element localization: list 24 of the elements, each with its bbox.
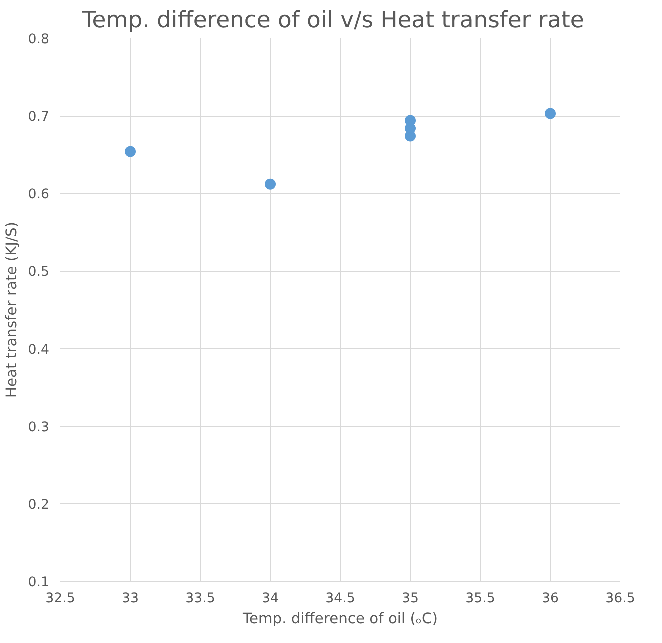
x-tick-label: 36	[542, 592, 559, 606]
y-tick-label: 0.6	[28, 188, 50, 203]
y-tick-label: 0.5	[28, 265, 50, 280]
point	[265, 178, 276, 190]
x-tick-label: 35.5	[466, 592, 496, 606]
y-axis-title: Heat transfer rate (KJ/S)	[3, 222, 20, 398]
x-tick-label: 35	[402, 592, 419, 606]
y-tick-label: 0.1	[28, 576, 50, 590]
y-tick-label: 0.7	[28, 110, 50, 126]
x-tick-label: 32.5	[46, 592, 76, 606]
point	[545, 108, 556, 120]
x-tick-label: 33	[122, 592, 139, 606]
x-tick-label: 33.5	[186, 592, 216, 606]
y-tick-label: 0.3	[28, 420, 50, 436]
point	[125, 146, 136, 158]
x-tick-label: 36.5	[606, 592, 636, 606]
x-tick-label: 34.5	[326, 592, 356, 606]
x-tick-label: 34	[262, 592, 279, 606]
chart-title: Temp. difference of oil v/s Heat transfer rate	[81, 8, 584, 34]
y-tick-label: 0.4	[28, 342, 50, 358]
y-tick-label: 0.8	[28, 32, 50, 48]
point	[405, 115, 416, 126]
y-tick-label: 0.2	[28, 498, 50, 513]
x-axis-title: Temp. difference of oil (ₒC)	[242, 610, 438, 628]
